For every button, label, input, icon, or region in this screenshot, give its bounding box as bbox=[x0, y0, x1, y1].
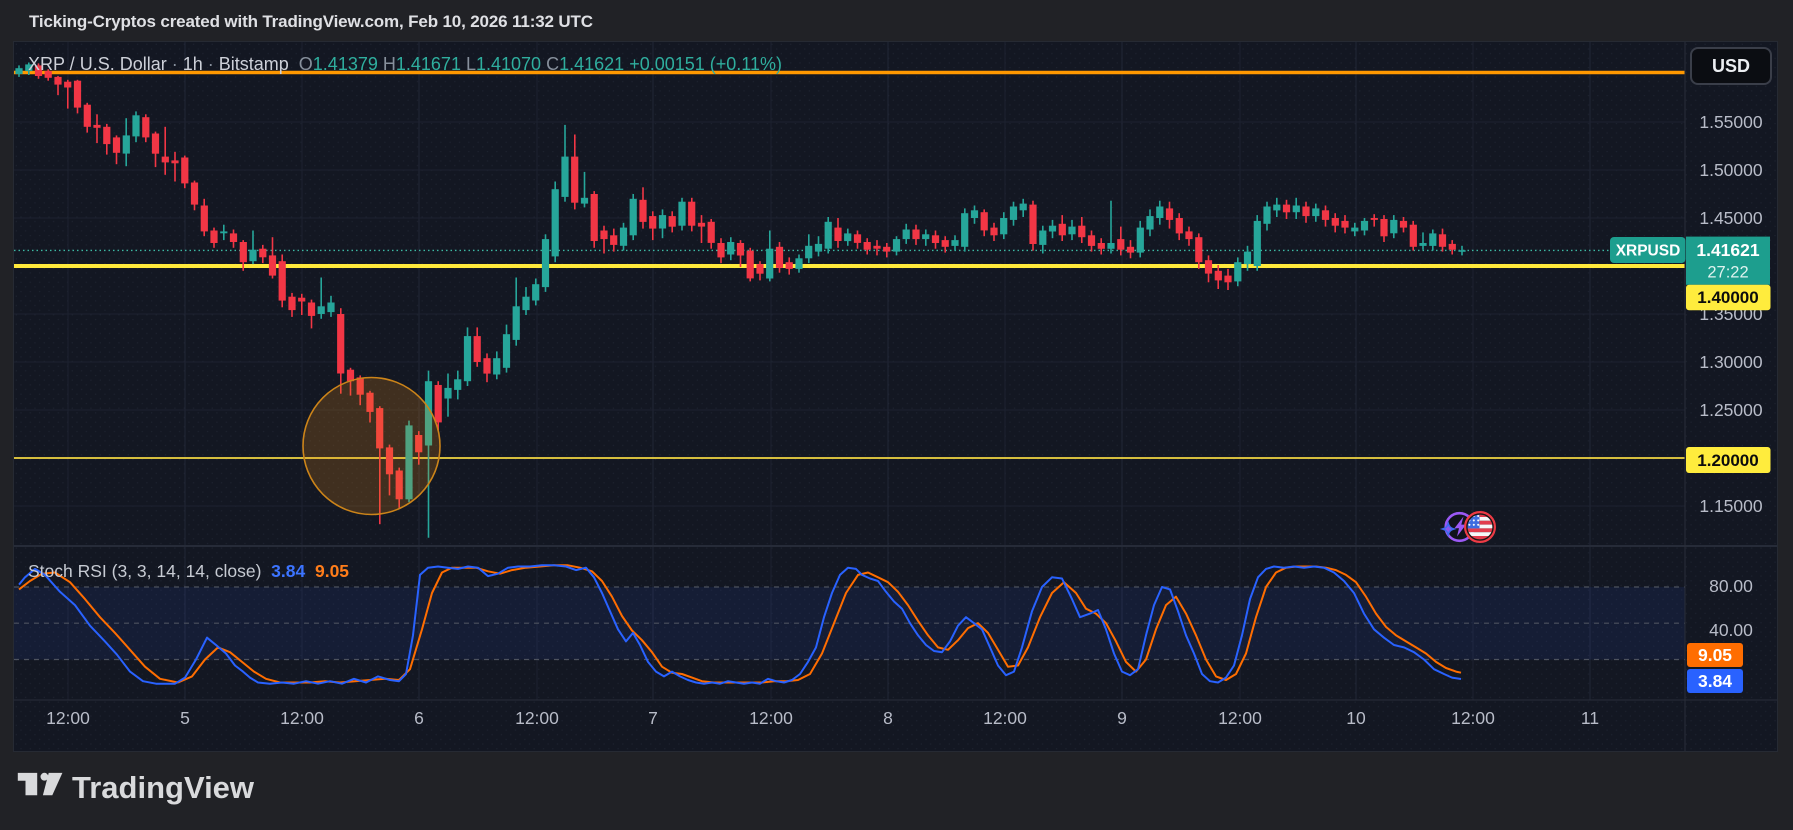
svg-text:12:00: 12:00 bbox=[515, 708, 559, 728]
svg-text:12:00: 12:00 bbox=[749, 708, 793, 728]
svg-text:9: 9 bbox=[1117, 708, 1127, 728]
svg-text:1.25000: 1.25000 bbox=[1699, 400, 1763, 420]
svg-text:1.15000: 1.15000 bbox=[1699, 496, 1763, 516]
svg-text:5: 5 bbox=[180, 708, 190, 728]
svg-text:80.00: 80.00 bbox=[1709, 576, 1753, 596]
svg-text:9.05: 9.05 bbox=[1698, 645, 1732, 665]
svg-text:12:00: 12:00 bbox=[1451, 708, 1495, 728]
svg-text:1.41621: 1.41621 bbox=[1696, 240, 1760, 260]
svg-text:11: 11 bbox=[1581, 708, 1599, 728]
svg-text:8: 8 bbox=[883, 708, 893, 728]
svg-text:1.55000: 1.55000 bbox=[1699, 112, 1763, 132]
svg-text:12:00: 12:00 bbox=[46, 708, 90, 728]
svg-text:40.00: 40.00 bbox=[1709, 620, 1753, 640]
svg-text:3.84: 3.84 bbox=[1698, 671, 1732, 691]
svg-text:1.50000: 1.50000 bbox=[1699, 160, 1763, 180]
svg-text:27:22: 27:22 bbox=[1707, 264, 1748, 282]
svg-text:6: 6 bbox=[414, 708, 424, 728]
svg-text:1.20000: 1.20000 bbox=[1697, 451, 1758, 470]
svg-text:12:00: 12:00 bbox=[983, 708, 1027, 728]
svg-text:7: 7 bbox=[648, 708, 658, 728]
svg-text:1.30000: 1.30000 bbox=[1699, 352, 1763, 372]
svg-text:1.40000: 1.40000 bbox=[1697, 288, 1758, 307]
svg-text:10: 10 bbox=[1346, 708, 1366, 728]
svg-text:12:00: 12:00 bbox=[1218, 708, 1262, 728]
svg-text:12:00: 12:00 bbox=[280, 708, 324, 728]
svg-text:1.45000: 1.45000 bbox=[1699, 208, 1763, 228]
svg-text:XRPUSD: XRPUSD bbox=[1616, 243, 1681, 260]
